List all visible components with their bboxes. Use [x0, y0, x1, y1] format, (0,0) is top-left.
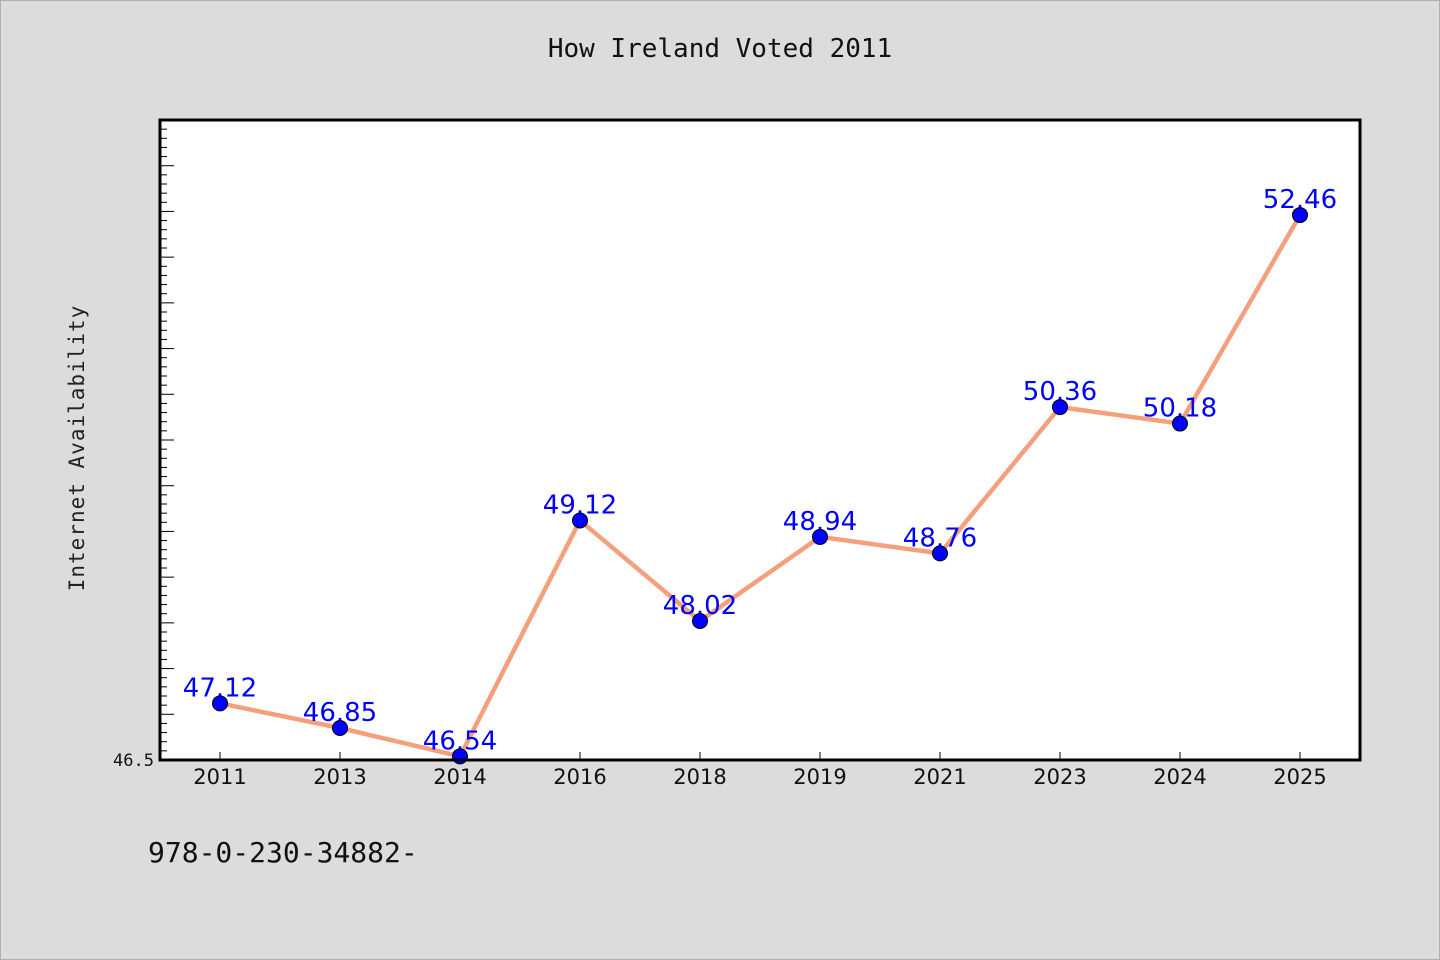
y-tick-label: 46.5: [113, 751, 154, 771]
plot-area: [160, 120, 1360, 760]
data-point: [932, 545, 948, 562]
plot-frame: [158, 118, 1362, 762]
x-tick-label: 2023: [1033, 765, 1086, 789]
x-tick-label: 2014: [433, 765, 486, 789]
chart-title: How Ireland Voted 2011: [547, 34, 893, 64]
data-point: [572, 512, 588, 529]
x-tick-label: 2011: [193, 765, 246, 789]
data-point: [452, 748, 468, 765]
x-tick-label: 2025: [1273, 765, 1326, 789]
x-tick-label: 2016: [553, 765, 606, 789]
data-point: [692, 613, 708, 630]
data-point: [332, 720, 348, 736]
footer-isbn-text: 978-0-230-34882-: [148, 836, 418, 869]
data-point: [1292, 207, 1308, 224]
x-tick-label: 2021: [913, 765, 966, 789]
data-point: [1052, 399, 1068, 416]
data-point: [812, 528, 828, 545]
series-line: [219, 213, 1302, 759]
x-tick-label: 2018: [673, 765, 726, 789]
data-point: [1172, 415, 1188, 432]
x-tick-label: 2024: [1153, 765, 1206, 789]
x-tick-label: 2019: [793, 765, 846, 789]
data-point: [212, 695, 228, 712]
x-tick-label: 2013: [313, 765, 366, 789]
